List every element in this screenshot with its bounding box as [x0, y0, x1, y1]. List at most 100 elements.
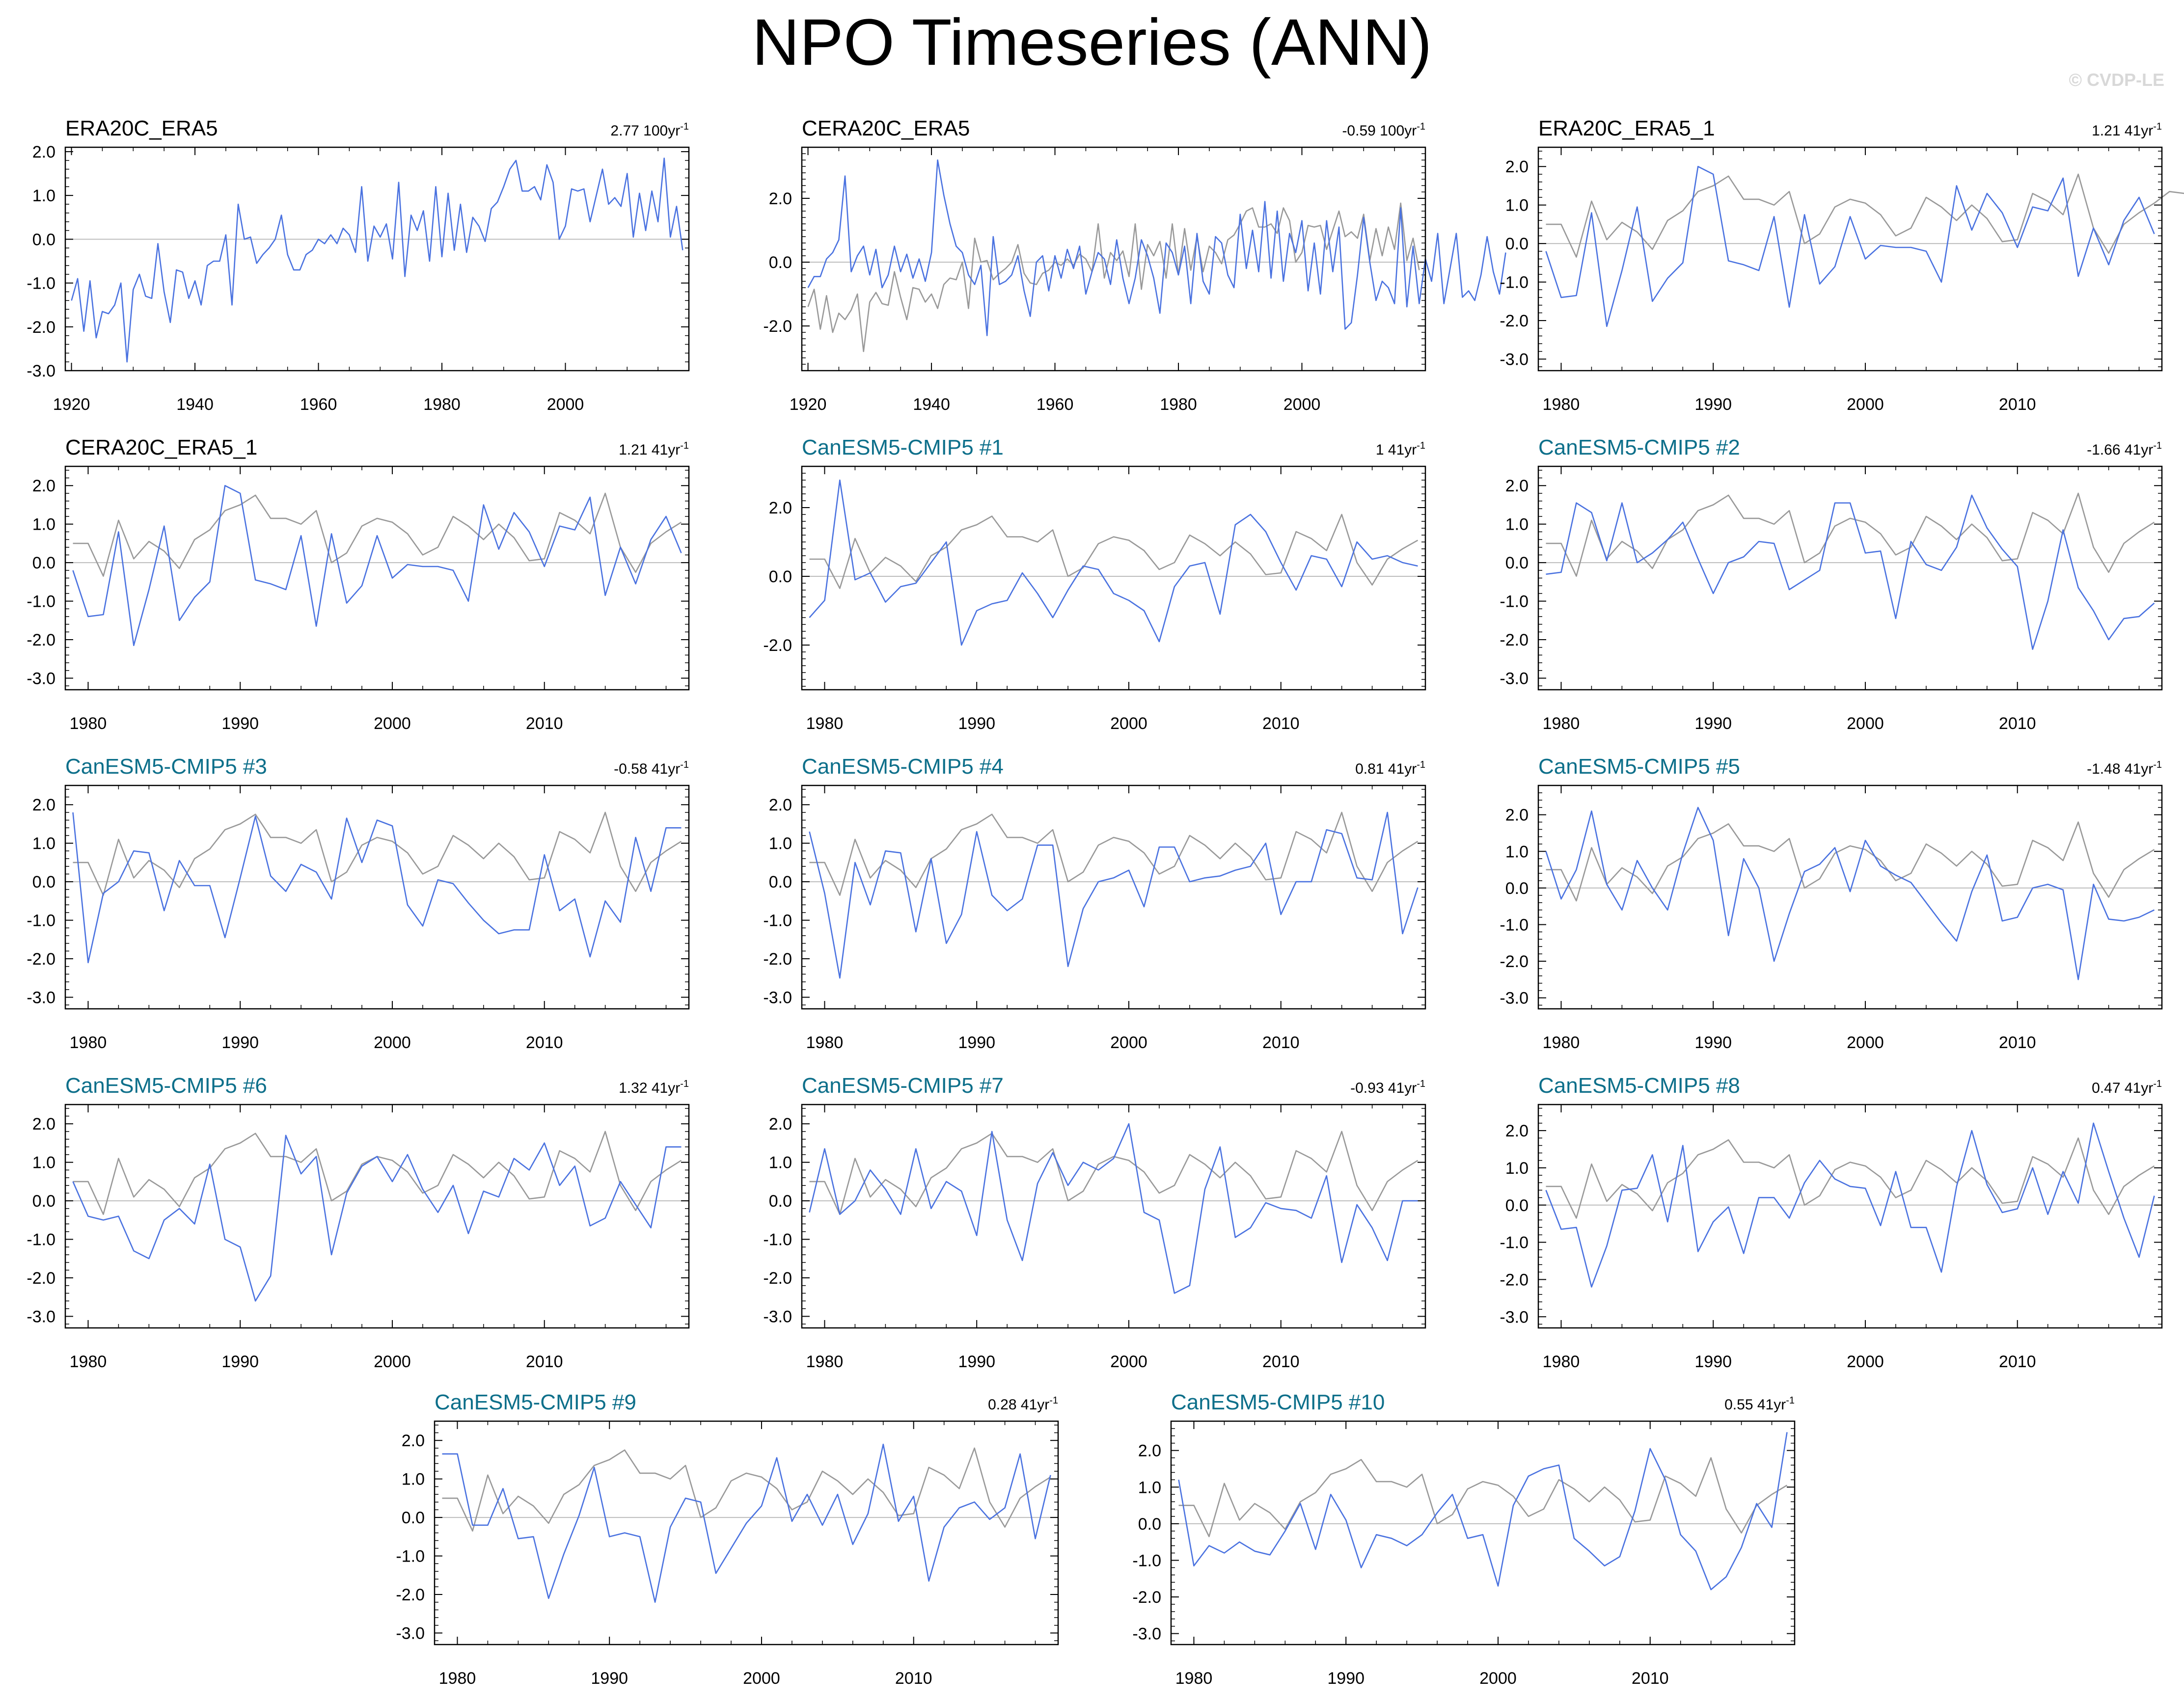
x-tick-label: 1960	[1037, 395, 1074, 414]
x-tick-label: 1980	[70, 1033, 107, 1052]
trend-label: 1 41yr-1	[1376, 440, 1425, 458]
x-tick-label: 1980	[439, 1669, 476, 1688]
trend-exponent: -1	[680, 1079, 689, 1089]
panel-title: CanESM5-CMIP5 #7	[802, 1074, 1004, 1098]
x-tick-label: 2010	[1262, 1033, 1300, 1052]
chart-panel: CERA20C_ERA5 -0.59 100yr-1 2.0 0.0 -2.0 1920 1…	[763, 116, 1506, 414]
obs-series-line	[1546, 821, 2155, 902]
y-tick-label: -1.0	[1132, 1551, 1161, 1570]
y-tick-label: -2.0	[27, 1269, 55, 1288]
y-tick-label: -1.0	[1500, 593, 1529, 611]
y-tick-label: 2.0	[769, 1115, 792, 1134]
x-tick-label: 1980	[1160, 395, 1197, 414]
chart-panel: CanESM5-CMIP5 #1 1 41yr-1 2.0 0.0 -2.0 1980 19…	[763, 435, 1426, 733]
y-tick-label: -3.0	[1500, 1308, 1529, 1326]
y-tick-label: -1.0	[27, 912, 55, 930]
chart-panel: CanESM5-CMIP5 #5 -1.48 41yr-1 2.0 1.0 0.0 -1.…	[1500, 755, 2163, 1052]
x-tick-label: 2000	[374, 1033, 411, 1052]
x-tick-label: 1990	[1694, 714, 1732, 733]
plot-frame	[1537, 784, 2163, 1010]
plot-frame	[434, 1420, 1059, 1646]
x-tick-label: 2000	[1847, 395, 1884, 414]
trend-label: -0.59 100yr-1	[1342, 121, 1425, 139]
y-tick-label: 2.0	[769, 796, 792, 814]
trend-label: -1.48 41yr-1	[2087, 759, 2162, 777]
y-tick-label: 0.0	[1505, 1196, 1529, 1215]
y-tick-label: 0.0	[1505, 554, 1529, 572]
trend-value: 0.47 41yr	[2092, 1080, 2153, 1096]
x-tick-label: 2000	[1847, 1033, 1884, 1052]
x-tick-label: 2010	[1632, 1669, 1669, 1688]
y-tick-label: 0.0	[1138, 1515, 1161, 1534]
trend-value: -0.59 100yr	[1342, 123, 1417, 139]
x-tick-label: 1980	[806, 1352, 844, 1371]
model-series-line	[1545, 165, 2155, 327]
x-tick-label: 1980	[806, 1033, 844, 1052]
panel-title: CanESM5-CMIP5 #8	[1538, 1074, 1740, 1098]
chart-panel: CanESM5-CMIP5 #2 -1.66 41yr-1 2.0 1.0 0.0 -1.…	[1500, 435, 2163, 733]
y-tick-label: 2.0	[769, 189, 792, 208]
y-tick-label: -1.0	[27, 1231, 55, 1249]
x-tick-label: 1920	[53, 395, 90, 414]
y-tick-label: -3.0	[396, 1624, 425, 1643]
y-tick-label: -1.0	[763, 1231, 792, 1249]
trend-value: -0.93 41yr	[1350, 1080, 1417, 1096]
y-tick-label: -1.0	[396, 1547, 425, 1566]
panel-title: CanESM5-CMIP5 #1	[802, 435, 1004, 459]
plot-frame	[64, 465, 690, 691]
plot-frame	[1170, 1420, 1796, 1646]
obs-series-line	[1546, 1137, 2155, 1219]
y-tick-label: 1.0	[402, 1470, 425, 1489]
x-tick-label: 2000	[1847, 714, 1884, 733]
plot-frame	[801, 146, 1426, 372]
y-tick-label: 2.0	[1505, 806, 1529, 825]
obs-series-line	[809, 513, 1419, 589]
plot-frame	[801, 784, 1426, 1010]
panel-title: ERA20C_ERA5	[65, 116, 218, 140]
model-series-line	[809, 479, 1418, 646]
trend-value: -1.66 41yr	[2087, 442, 2153, 458]
y-tick-label: -2.0	[1132, 1588, 1161, 1607]
y-tick-label: -2.0	[763, 1269, 792, 1288]
panel-title: CERA20C_ERA5	[802, 116, 970, 140]
y-tick-label: 1.0	[32, 187, 55, 205]
y-tick-label: -2.0	[1500, 312, 1529, 330]
x-tick-label: 1990	[958, 1352, 995, 1371]
model-series-line	[807, 159, 1506, 336]
model-series-line	[809, 1123, 1418, 1294]
trend-exponent: -1	[680, 759, 689, 770]
y-tick-label: -3.0	[763, 988, 792, 1007]
model-series-line	[72, 812, 682, 964]
chart-panel: CanESM5-CMIP5 #9 0.28 41yr-1 2.0 1.0 0.0 -1.0…	[396, 1390, 1059, 1688]
y-tick-label: 1.0	[1505, 196, 1529, 215]
y-tick-label: 2.0	[1505, 158, 1529, 176]
chart-panel: CanESM5-CMIP5 #4 0.81 41yr-1 2.0 1.0 0.0 -1.0…	[763, 755, 1426, 1052]
panel-title: CanESM5-CMIP5 #9	[435, 1390, 636, 1414]
x-tick-label: 2010	[1262, 714, 1300, 733]
model-series-line	[72, 485, 682, 647]
trend-label: -0.93 41yr-1	[1350, 1079, 1425, 1096]
x-tick-label: 1990	[221, 1033, 259, 1052]
y-tick-label: 0.0	[32, 873, 55, 891]
y-tick-label: -2.0	[27, 318, 55, 337]
trend-label: 0.47 41yr-1	[2092, 1079, 2162, 1096]
trend-exponent: -1	[1786, 1395, 1795, 1406]
y-tick-label: -3.0	[27, 669, 55, 688]
trend-exponent: -1	[2153, 759, 2162, 770]
x-tick-label: 1920	[790, 395, 827, 414]
y-tick-label: 2.0	[32, 1115, 55, 1134]
y-tick-label: 0.0	[769, 567, 792, 586]
y-tick-label: 0.0	[32, 230, 55, 249]
model-series-line	[809, 811, 1419, 979]
x-tick-label: 2000	[1283, 395, 1321, 414]
x-tick-label: 1980	[806, 714, 844, 733]
y-tick-label: 2.0	[1505, 477, 1529, 495]
chart-panel: CanESM5-CMIP5 #6 1.32 41yr-1 2.0 1.0 0.0 -1.0…	[27, 1074, 690, 1371]
y-tick-label: 0.0	[1505, 879, 1529, 898]
y-tick-label: 0.0	[1505, 235, 1529, 253]
plot-frame	[1537, 146, 2163, 372]
y-tick-label: 1.0	[769, 1154, 792, 1172]
y-tick-label: -1.0	[27, 593, 55, 611]
y-tick-label: -3.0	[1500, 989, 1529, 1008]
y-tick-label: -2.0	[763, 317, 792, 336]
